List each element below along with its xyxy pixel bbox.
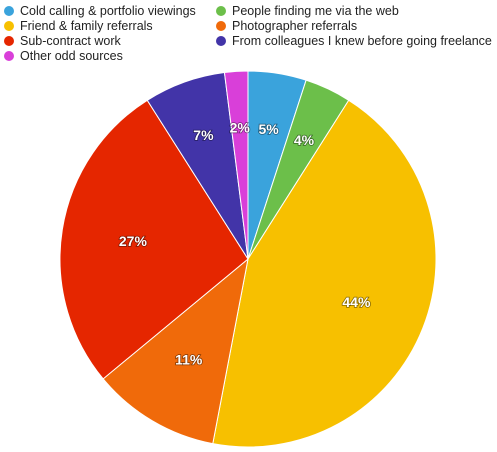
pie-slice-4 (59, 99, 249, 380)
pie-label-3: 11% (175, 351, 203, 367)
pie-slice-3 (102, 257, 249, 445)
legend-swatch-photographer (216, 21, 226, 31)
pie-label-2: 44% (342, 294, 371, 310)
pie-labels: 5% 4% 44% 11% 27% 7% 2% (118, 119, 372, 368)
pie-label-5: 7% (193, 127, 214, 143)
legend-label-colleagues: From colleagues I knew before going free… (232, 34, 492, 48)
legend-swatch-web (216, 6, 226, 16)
pie-slices (59, 70, 437, 448)
legend-item-colleagues: From colleagues I knew before going free… (216, 33, 492, 49)
pie-label-1: 4% (294, 132, 315, 148)
legend-label-sub-contract: Sub-contract work (20, 34, 121, 48)
legend-item-cold-calling: Cold calling & portfolio viewings (4, 3, 196, 19)
legend-item-other: Other odd sources (4, 48, 123, 64)
legend-label-cold-calling: Cold calling & portfolio viewings (20, 4, 196, 18)
pie-label-4: 27% (119, 233, 148, 249)
legend-item-web: People finding me via the web (216, 3, 399, 19)
legend-label-other: Other odd sources (20, 49, 123, 63)
pie-slice-2 (212, 99, 437, 448)
legend-swatch-friend-family (4, 21, 14, 31)
legend-swatch-colleagues (216, 36, 226, 46)
pie-slice-6 (223, 70, 249, 260)
legend-label-friend-family: Friend & family referrals (20, 19, 153, 33)
legend-label-photographer: Photographer referrals (232, 19, 358, 33)
legend-label-web: People finding me via the web (232, 4, 399, 18)
legend-item-sub-contract: Sub-contract work (4, 33, 121, 49)
legend-item-photographer: Photographer referrals (216, 18, 357, 34)
pie-label-6: 2% (230, 120, 251, 136)
legend-swatch-sub-contract (4, 36, 14, 46)
chart-legend: Cold calling & portfolio viewings People… (0, 0, 497, 64)
legend-swatch-other (4, 51, 14, 61)
legend-item-friend-family: Friend & family referrals (4, 18, 153, 34)
pie-label-0: 5% (258, 121, 279, 137)
legend-swatch-cold-calling (4, 6, 14, 16)
